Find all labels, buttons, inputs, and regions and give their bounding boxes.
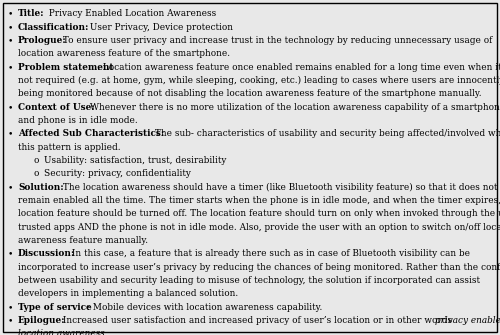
- Text: and phone is in idle mode.: and phone is in idle mode.: [18, 116, 138, 125]
- Text: Epilogue:: Epilogue:: [18, 316, 66, 325]
- Text: this pattern is applied.: this pattern is applied.: [18, 143, 120, 152]
- Text: Classification:: Classification:: [18, 23, 90, 32]
- Text: Context of Use:: Context of Use:: [18, 103, 94, 112]
- Text: •: •: [8, 130, 14, 138]
- Text: between usability and security leading to misuse of technology, the solution if : between usability and security leading t…: [18, 276, 480, 285]
- Text: Solution:: Solution:: [18, 183, 64, 192]
- Text: The location awareness should have a timer (like Bluetooth visibility feature) s: The location awareness should have a tim…: [60, 183, 497, 192]
- Text: : Mobile devices with location awareness capability.: : Mobile devices with location awareness…: [88, 303, 322, 312]
- Text: •: •: [8, 23, 14, 32]
- Text: •: •: [8, 316, 14, 325]
- Text: Privacy Enabled Location Awareness: Privacy Enabled Location Awareness: [46, 9, 216, 18]
- Text: o: o: [34, 156, 40, 165]
- Text: User Privacy, Device protection: User Privacy, Device protection: [88, 23, 234, 32]
- Text: privacy enabled: privacy enabled: [435, 316, 500, 325]
- Text: The sub- characteristics of usability and security being affected/involved when: The sub- characteristics of usability an…: [152, 130, 500, 138]
- Text: •: •: [8, 103, 14, 112]
- Text: •: •: [8, 303, 14, 312]
- Text: trusted apps AND the phone is not in idle mode. Also, provide the user with an o: trusted apps AND the phone is not in idl…: [18, 223, 500, 232]
- Text: Problem statement: Problem statement: [18, 63, 114, 72]
- Text: : Location awareness feature once enabled remains enabled for a long time even w: : Location awareness feature once enable…: [96, 63, 500, 72]
- Text: being monitored because of not disabling the location awareness feature of the s: being monitored because of not disabling…: [18, 89, 481, 98]
- Text: To ensure user privacy and increase trust in the technology by reducing unnecess: To ensure user privacy and increase trus…: [60, 36, 492, 45]
- Text: not required (e.g. at home, gym, while sleeping, cooking, etc.) leading to cases: not required (e.g. at home, gym, while s…: [18, 76, 500, 85]
- Text: Security: privacy, confidentiality: Security: privacy, confidentiality: [44, 170, 191, 179]
- Text: awareness feature manually.: awareness feature manually.: [18, 236, 148, 245]
- Text: incorporated to increase user’s privacy by reducing the chances of being monitor: incorporated to increase user’s privacy …: [18, 263, 500, 272]
- Text: remain enabled all the time. The timer starts when the phone is in idle mode, an: remain enabled all the time. The timer s…: [18, 196, 500, 205]
- Text: •: •: [8, 36, 14, 45]
- Text: In this case, a feature that is already there such as in case of Bluetooth visib: In this case, a feature that is already …: [69, 250, 470, 259]
- Text: •: •: [8, 63, 14, 72]
- Text: •: •: [8, 9, 14, 18]
- Text: .: .: [95, 330, 98, 335]
- Text: location awareness: location awareness: [18, 330, 104, 335]
- Text: o: o: [34, 170, 40, 179]
- Text: Prologue:: Prologue:: [18, 36, 66, 45]
- Text: Whenever there is no more utilization of the location awareness capability of a : Whenever there is no more utilization of…: [88, 103, 500, 112]
- Text: •: •: [8, 183, 14, 192]
- Text: Affected Sub Characteristics:: Affected Sub Characteristics:: [18, 130, 164, 138]
- Text: Increased user satisfaction and increased privacy of user’s location or in other: Increased user satisfaction and increase…: [60, 316, 454, 325]
- Text: •: •: [8, 250, 14, 259]
- Text: Type of service: Type of service: [18, 303, 92, 312]
- Text: Discussion:: Discussion:: [18, 250, 75, 259]
- Text: developers in implementing a balanced solution.: developers in implementing a balanced so…: [18, 289, 238, 298]
- Text: Usability: satisfaction, trust, desirability: Usability: satisfaction, trust, desirabi…: [44, 156, 226, 165]
- Text: location awareness feature of the smartphone.: location awareness feature of the smartp…: [18, 50, 230, 59]
- Text: location feature should be turned off. The location feature should turn on only : location feature should be turned off. T…: [18, 209, 500, 218]
- Text: Title:: Title:: [18, 9, 44, 18]
